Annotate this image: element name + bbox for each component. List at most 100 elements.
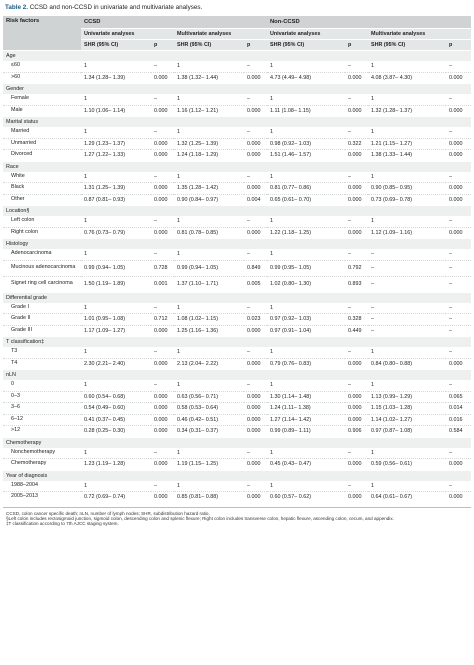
p-value-cell: – (449, 129, 452, 136)
shr-cell: 0.98 (0.92– 1.03) (267, 137, 345, 150)
table-row: >60 1.34 (1.28– 1.39) 0.000 1.38 (1.32– 1.4… (3, 71, 471, 84)
row-label: Unmarried (3, 137, 81, 150)
p-value-cell: 0.000 (345, 413, 368, 426)
p-header: p (345, 39, 368, 51)
table-row: >12 0.28 (0.25– 0.30) 0.000 0.34 (0.31– 0.3… (3, 425, 471, 437)
p-value-cell: – (247, 63, 250, 70)
table-row: Married 1 – 1 – 1 – 1 – (3, 127, 471, 138)
table-row: Unmarried 1.29 (1.23– 1.37) 0.000 1.32 (1.2… (3, 137, 471, 150)
section-title: T classification‡ (3, 336, 471, 347)
shr-cell: 1 (177, 304, 180, 311)
p-value-cell: 0.000 (446, 182, 471, 194)
p-value-cell: 0.000 (446, 491, 471, 503)
row-label: Nonchemotherapy (11, 448, 56, 455)
shr-cell: – (371, 251, 374, 258)
section-title: Histology (3, 238, 471, 249)
row-label: Signet ring cell carcinoma (3, 275, 81, 292)
shr-cell: 1 (84, 304, 87, 311)
row-label: Divorced (3, 149, 81, 161)
shr-cell: 1 (84, 349, 87, 356)
shr-cell: 0.72 (0.69– 0.74) (81, 491, 151, 503)
p-value-cell: – (348, 482, 351, 489)
shr-cell: 1 (371, 173, 374, 180)
shr-cell: 1 (84, 449, 87, 456)
shr-cell: 0.58 (0.53– 0.64) (174, 402, 244, 414)
p-value-cell: – (154, 96, 157, 103)
risk-factors-header: Risk factors (3, 16, 81, 51)
shr-cell: 1.14 (1.02– 1.27) (368, 413, 446, 426)
shr-cell: 0.99 (0.95– 1.05) (267, 259, 345, 276)
shr-cell: 1.25 (1.16– 1.36) (174, 324, 244, 337)
shr-cell: 1 (84, 382, 87, 389)
shr-cell: 1 (177, 251, 180, 258)
p-value-cell: 0.000 (151, 104, 174, 117)
section-title: Chemotherapy (3, 436, 471, 448)
p-value-cell: – (449, 251, 452, 258)
row-label: Chemotherapy (3, 458, 81, 470)
p-value-cell: – (247, 349, 250, 356)
p-value-cell: – (348, 449, 351, 456)
shr-cell: 1 (371, 218, 374, 225)
shr-cell: 1.35 (1.28– 1.42) (174, 182, 244, 194)
shr-cell: 1 (371, 129, 374, 136)
shr-cell: 1 (270, 63, 273, 70)
shr-cell: 0.59 (0.56– 0.61) (368, 458, 446, 470)
p-header: p (151, 39, 174, 51)
shr-cell: 1 (84, 482, 87, 489)
table-row: Left colon 1 – 1 – 1 – 1 – (3, 216, 471, 227)
p-header: p (446, 39, 471, 51)
p-value-cell: – (348, 129, 351, 136)
p-value-cell: – (446, 275, 471, 292)
p-value-cell: 0.000 (446, 71, 471, 84)
row-label: Female (11, 95, 29, 102)
table-row: T3 1 – 1 – 1 – 1 – (3, 347, 471, 358)
shr-cell: 1.17 (1.09– 1.27) (81, 324, 151, 337)
shr-cell: – (368, 275, 446, 292)
table-row: Other 0.87 (0.81– 0.93) 0.000 0.90 (0.84– 0… (3, 193, 471, 206)
table-row: Signet ring cell carcinoma 1.50 (1.19– 1.… (3, 275, 471, 292)
row-label: Male (3, 104, 81, 117)
row-label: Right colon (3, 226, 81, 239)
p-value-cell: 0.000 (446, 226, 471, 239)
row-label: T4 (3, 357, 81, 370)
p-value-cell: 0.000 (345, 149, 368, 161)
shr-cell: 1 (270, 251, 273, 258)
shr-header: SHR (95% CI) (267, 39, 345, 51)
shr-cell: 0.34 (0.31– 0.37) (174, 425, 244, 437)
row-label: Black (3, 182, 81, 194)
shr-cell: 1 (270, 449, 273, 456)
shr-header: SHR (95% CI) (174, 39, 244, 51)
shr-cell: 0.63 (0.56– 0.71) (174, 390, 244, 403)
shr-cell: 1 (270, 218, 273, 225)
p-header: p (244, 39, 267, 51)
p-value-cell: – (154, 63, 157, 70)
table-row: Female 1 – 1 – 1 – 1 – (3, 94, 471, 105)
shr-cell: 1.21 (1.15– 1.27) (368, 137, 446, 150)
p-value-cell: 0.000 (244, 71, 267, 84)
shr-cell: 0.90 (0.84– 0.97) (174, 193, 244, 206)
shr-cell: 0.60 (0.54– 0.68) (81, 390, 151, 403)
table-row: ≤60 1 – 1 – 1 – 1 – (3, 61, 471, 72)
table-footnotes: CCSD, colon cancer specific death; nLN, … (3, 506, 471, 527)
p-value-cell: 0.000 (244, 324, 267, 337)
shr-cell: – (368, 324, 446, 337)
row-label: 3–6 (3, 402, 81, 414)
p-value-cell: – (446, 313, 471, 325)
p-value-cell: 0.000 (345, 104, 368, 117)
shr-cell: 1 (371, 449, 374, 456)
shr-cell: 1 (84, 251, 87, 258)
table-row: 0 1 – 1 – 1 – 1 – (3, 380, 471, 391)
shr-cell: 1 (177, 218, 180, 225)
p-value-cell: 0.014 (446, 402, 471, 414)
p-value-cell: – (247, 173, 250, 180)
p-value-cell: 0.000 (446, 458, 471, 470)
p-value-cell: – (449, 449, 452, 456)
p-value-cell: 0.449 (345, 324, 368, 337)
p-value-cell: 0.000 (244, 491, 267, 503)
table-row: Black 1.31 (1.25– 1.39) 0.000 1.35 (1.28– 1… (3, 182, 471, 194)
table-row: 2005–2013 0.72 (0.69– 0.74) 0.000 0.85 (0.8… (3, 491, 471, 503)
p-value-cell: – (154, 129, 157, 136)
shr-cell: 1 (371, 96, 374, 103)
shr-cell: 0.28 (0.25– 0.30) (81, 425, 151, 437)
shr-cell: 0.45 (0.43– 0.47) (267, 458, 345, 470)
